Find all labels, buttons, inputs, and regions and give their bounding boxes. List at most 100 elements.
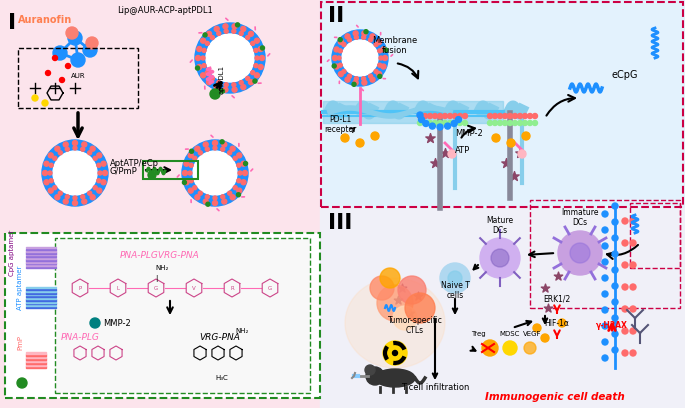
Bar xyxy=(26,292,56,294)
Circle shape xyxy=(48,153,53,158)
Circle shape xyxy=(448,271,462,285)
Circle shape xyxy=(366,367,384,385)
Circle shape xyxy=(223,87,228,92)
Circle shape xyxy=(88,191,92,195)
Circle shape xyxy=(448,150,456,158)
Circle shape xyxy=(213,146,217,150)
Circle shape xyxy=(97,153,102,158)
Text: ERK1/2: ERK1/2 xyxy=(543,294,571,303)
Circle shape xyxy=(184,161,189,166)
Circle shape xyxy=(254,73,260,78)
Circle shape xyxy=(630,218,636,224)
Circle shape xyxy=(201,73,206,78)
Circle shape xyxy=(370,77,375,82)
Circle shape xyxy=(377,49,382,53)
Circle shape xyxy=(214,84,219,90)
Bar xyxy=(26,303,56,304)
Circle shape xyxy=(443,113,447,118)
Text: PmP: PmP xyxy=(17,335,23,350)
Text: Tumor-specific
CTLs: Tumor-specific CTLs xyxy=(388,316,443,335)
Circle shape xyxy=(612,283,618,289)
Circle shape xyxy=(227,151,232,155)
Bar xyxy=(26,356,46,358)
Circle shape xyxy=(354,77,358,81)
Circle shape xyxy=(480,238,520,278)
Circle shape xyxy=(508,113,512,118)
Circle shape xyxy=(65,147,69,151)
Text: VEGF: VEGF xyxy=(523,331,541,337)
Text: PNA-PLGVRG-PNA: PNA-PLGVRG-PNA xyxy=(120,251,200,260)
Circle shape xyxy=(212,140,218,146)
Circle shape xyxy=(239,80,243,84)
Bar xyxy=(5,233,320,398)
Bar xyxy=(26,257,56,259)
Circle shape xyxy=(255,56,259,60)
Circle shape xyxy=(491,249,509,267)
Text: G: G xyxy=(154,286,158,290)
Circle shape xyxy=(42,171,47,175)
Text: I: I xyxy=(8,13,16,33)
Circle shape xyxy=(233,186,237,190)
Circle shape xyxy=(237,179,240,183)
Circle shape xyxy=(630,306,636,312)
Text: Treg: Treg xyxy=(471,331,485,337)
Circle shape xyxy=(188,153,193,158)
Circle shape xyxy=(437,124,443,130)
Point xyxy=(514,150,525,156)
Circle shape xyxy=(423,120,429,126)
Bar xyxy=(26,287,56,288)
Circle shape xyxy=(90,318,100,328)
Bar xyxy=(26,358,46,360)
Bar xyxy=(26,352,46,354)
Circle shape xyxy=(453,120,458,126)
Circle shape xyxy=(210,35,214,40)
Circle shape xyxy=(518,150,526,158)
Bar xyxy=(26,290,56,292)
Circle shape xyxy=(63,142,68,147)
Circle shape xyxy=(612,219,618,225)
Text: PD-L1
receptor: PD-L1 receptor xyxy=(324,115,356,134)
Bar xyxy=(0,0,320,408)
Text: ATP aptamer: ATP aptamer xyxy=(17,266,23,310)
Circle shape xyxy=(497,113,503,118)
Circle shape xyxy=(342,42,346,47)
Text: Immature
DCs: Immature DCs xyxy=(561,208,599,227)
Circle shape xyxy=(198,191,202,195)
Circle shape xyxy=(246,76,249,80)
Circle shape xyxy=(630,240,636,246)
Circle shape xyxy=(48,188,53,193)
Circle shape xyxy=(356,139,364,147)
Circle shape xyxy=(203,199,208,204)
Circle shape xyxy=(48,171,52,175)
Circle shape xyxy=(345,34,350,39)
Circle shape xyxy=(508,120,512,126)
Text: NH₂: NH₂ xyxy=(155,265,169,271)
Bar xyxy=(630,203,680,268)
Circle shape xyxy=(377,285,413,321)
Circle shape xyxy=(512,113,517,118)
Circle shape xyxy=(612,347,618,353)
Circle shape xyxy=(201,56,205,60)
Circle shape xyxy=(622,350,628,356)
Circle shape xyxy=(382,55,388,60)
Circle shape xyxy=(622,240,628,246)
Point xyxy=(397,285,408,291)
Circle shape xyxy=(232,87,237,92)
Circle shape xyxy=(532,120,538,126)
Circle shape xyxy=(462,113,467,118)
Circle shape xyxy=(612,235,618,241)
Circle shape xyxy=(527,120,532,126)
Circle shape xyxy=(377,40,382,44)
Bar xyxy=(26,354,46,356)
Text: Immunogenic cell death: Immunogenic cell death xyxy=(485,392,625,402)
Circle shape xyxy=(42,100,48,106)
Circle shape xyxy=(66,27,78,39)
Bar xyxy=(26,263,56,264)
Circle shape xyxy=(405,293,435,323)
Ellipse shape xyxy=(345,278,445,368)
Bar xyxy=(26,261,56,263)
Circle shape xyxy=(369,38,373,42)
Text: II: II xyxy=(328,6,345,26)
Text: MMP-2: MMP-2 xyxy=(455,129,483,138)
Text: MDSC: MDSC xyxy=(500,331,520,337)
